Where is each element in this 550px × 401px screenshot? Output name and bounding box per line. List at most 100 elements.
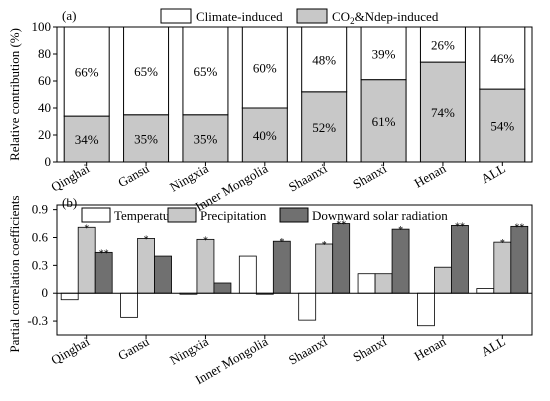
bar-climate-henan [419, 26, 466, 63]
x-tick-label-henan: Henan [412, 333, 449, 363]
x-tick-label-ningxia: Ningxia [167, 160, 211, 194]
panel-a-label: (a) [62, 8, 76, 23]
bar-climate-ningxia [182, 26, 229, 116]
panel-b-label: (b) [62, 195, 77, 210]
y-tick-label: 0.6 [32, 230, 49, 245]
significance-mark-downward-solar-radiation-shaanxi: ** [336, 220, 346, 231]
significance-mark-downward-solar-radiation-qinghai: ** [99, 248, 109, 259]
bar-climate-shanxi [360, 26, 407, 81]
y-tick-label: 100 [32, 19, 52, 34]
panel-a-y-axis-label: Relative contribution (%) [7, 28, 22, 161]
data-label-climate-shanxi: 39% [372, 46, 396, 61]
y-tick-label: 0 [45, 154, 52, 169]
legend-swatch-climate-induced [160, 8, 192, 24]
panel-b-bars: **** * * **** ***** [60, 220, 529, 327]
x-tick-label-qinghai: Qinghai [48, 333, 92, 367]
bar-temperature-inner-mongolia [238, 255, 257, 294]
significance-mark-downward-solar-radiation-inner-mongolia: * [279, 237, 284, 248]
y-tick-label: 0 [42, 285, 49, 300]
bar-temperature-henan [417, 292, 435, 327]
bar-temperature-all [476, 288, 495, 294]
data-label-climate-henan: 26% [431, 38, 455, 53]
data-label-co2-ndep-gansu: 35% [134, 131, 158, 146]
bar-temperature-shanxi [357, 273, 376, 294]
bar-temperature-qinghai [60, 292, 79, 301]
legend-swatch-co2-ndep-induced [296, 8, 328, 24]
bar-downward-solar-radiation-shanxi [391, 228, 410, 294]
bar-downward-solar-radiation-all [510, 225, 529, 294]
significance-mark-precipitation-qinghai: * [84, 223, 89, 234]
panel-a-bars: 34% 66% 35% 65% 35% 65% 40% 60% 52% 48% 61% 39% 74% 2… [63, 26, 526, 163]
significance-mark-precipitation-gansu: * [144, 234, 149, 245]
bar-co2-ndep-gansu [123, 114, 170, 163]
x-tick-label-henan: Henan [412, 160, 449, 190]
legend-label-temperature: Temperature [114, 208, 180, 223]
bar-precipitation-all [493, 241, 512, 294]
data-label-climate-gansu: 65% [134, 64, 158, 79]
legend-label-downward-solar-radiation: Downward solar radiation [312, 208, 448, 223]
significance-mark-downward-solar-radiation-shanxi: * [398, 225, 403, 236]
data-label-climate-qinghai: 66% [75, 65, 99, 80]
panel-b-chart: (b) Temperature Precipitation Downward s… [7, 195, 533, 387]
x-tick-label-gansu: Gansu [115, 333, 152, 363]
x-tick-label-shaanxi: Shaanxi [286, 160, 330, 194]
bar-climate-shaanxi [301, 26, 348, 93]
data-label-co2-ndep-ningxia: 35% [194, 131, 218, 146]
bar-temperature-gansu [120, 292, 138, 318]
bar-downward-solar-radiation-inner-mongolia [272, 240, 291, 294]
panel-a-legend: Climate-induced CO2&Ndep-induced [160, 8, 439, 26]
bar-precipitation-shaanxi [315, 243, 334, 294]
legend-label-precipitation: Precipitation [200, 208, 267, 223]
panel-b-y-axis: -0.3 0 0.3 0.6 0.9 [27, 202, 57, 328]
bar-climate-all [479, 26, 526, 90]
data-label-climate-inner-mongolia: 60% [253, 61, 277, 76]
x-tick-label-gansu: Gansu [115, 160, 152, 190]
significance-mark-precipitation-ningxia: * [203, 235, 208, 246]
bar-precipitation-gansu [137, 238, 155, 294]
panel-b-plot-frame [56, 204, 533, 336]
bar-climate-qinghai [63, 26, 110, 117]
data-label-co2-ndep-henan: 74% [431, 105, 455, 120]
data-label-climate-shaanxi: 48% [312, 52, 336, 67]
significance-mark-downward-solar-radiation-henan: ** [455, 221, 465, 232]
bar-downward-solar-radiation-shaanxi [332, 223, 351, 294]
bar-precipitation-shanxi [374, 273, 393, 294]
x-tick-label-qinghai: Qinghai [48, 160, 92, 194]
x-tick-label-all: ALL [478, 334, 507, 360]
y-tick-label: 60 [38, 73, 51, 88]
panel-b-y-axis-label: Partial correlation coefficients [7, 195, 22, 352]
data-label-co2-ndep-shanxi: 61% [372, 114, 396, 129]
data-label-co2-ndep-qinghai: 34% [75, 132, 99, 147]
bar-downward-solar-radiation-ningxia [213, 282, 232, 294]
x-tick-label-shanxi: Shanxi [350, 160, 389, 191]
x-tick-label-ningxia: Ningxia [167, 333, 211, 367]
panel-a-chart: (a) Climate-induced CO2&Ndep-induced 34%… [7, 8, 533, 214]
x-tick-label-all: ALL [478, 161, 507, 187]
legend-label-climate-induced: Climate-induced [196, 9, 283, 24]
significance-mark-downward-solar-radiation-all: ** [514, 222, 524, 233]
bar-climate-inner-mongolia [241, 26, 288, 109]
data-label-climate-ningxia: 65% [194, 64, 218, 79]
bar-precipitation-henan [434, 266, 452, 294]
legend-swatch-downward-solar-radiation [279, 207, 309, 223]
bar-downward-solar-radiation-henan [451, 225, 469, 294]
bar-precipitation-ningxia [196, 238, 215, 294]
legend-co2-rest: &Ndep-induced [355, 9, 439, 24]
significance-mark-precipitation-shaanxi: * [322, 240, 327, 251]
data-label-climate-all: 46% [490, 51, 514, 66]
y-tick-label: 40 [38, 100, 51, 115]
bar-temperature-shaanxi [298, 292, 317, 321]
data-label-co2-ndep-all: 54% [490, 119, 514, 134]
panel-a-plot-frame [56, 26, 533, 163]
bar-downward-solar-radiation-gansu [154, 255, 172, 294]
significance-mark-precipitation-all: * [500, 238, 505, 249]
panel-a-y-axis: 0 20 40 60 80 100 [32, 19, 57, 169]
y-tick-label: 0.9 [32, 202, 48, 217]
y-tick-label: 0.3 [32, 257, 48, 272]
x-tick-label-shanxi: Shanxi [350, 333, 389, 364]
data-label-co2-ndep-inner-mongolia: 40% [253, 128, 277, 143]
bar-co2-ndep-shanxi [360, 79, 407, 163]
